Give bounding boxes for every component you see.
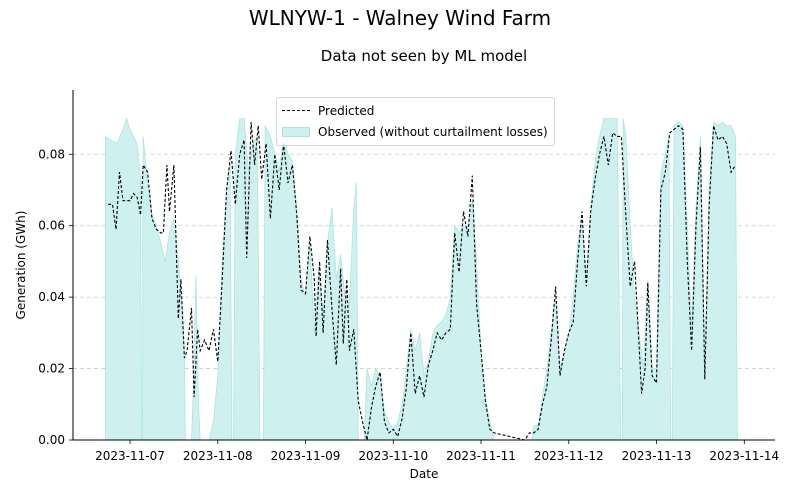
legend: Predicted Observed (without curtailment … [276,97,555,146]
legend-label-predicted: Predicted [318,103,375,118]
predicted-line [108,122,736,441]
legend-label-observed: Observed (without curtailment losses) [318,124,548,139]
x-axis-label: Date [409,467,439,481]
chart-subtitle: Data not seen by ML model [320,47,528,65]
y-tick-label: 0.06 [38,219,65,233]
observed-area [262,125,359,441]
observed-area [141,136,186,441]
x-tick-label: 2023-11-10 [358,449,428,463]
legend-item-predicted: Predicted [282,100,548,121]
y-tick-label: 0.02 [38,362,65,376]
legend-item-observed: Observed (without curtailment losses) [282,121,548,142]
x-tick-label: 2023-11-09 [271,449,341,463]
legend-swatch-predicted [282,110,310,111]
y-tick-label: 0.00 [38,433,65,447]
legend-swatch-observed [282,126,310,137]
x-tick-label: 2023-11-07 [95,449,165,463]
y-tick-label: 0.08 [38,147,65,161]
x-tick-label: 2023-11-08 [183,449,253,463]
observed-area [531,118,622,441]
x-tick-label: 2023-11-11 [446,449,516,463]
x-tick-label: 2023-11-13 [622,449,692,463]
observed-area [208,161,233,441]
x-tick-label: 2023-11-14 [709,449,779,463]
observed-area [621,118,672,441]
y-tick-label: 0.04 [38,290,65,304]
observed-area [671,121,738,441]
observed-area [105,117,142,441]
x-tick-label: 2023-11-12 [534,449,604,463]
observed-area [363,200,495,441]
y-axis-label: Generation (GWh) [14,210,28,320]
chart-title: WLNYW-1 - Walney Wind Farm [248,6,552,30]
observed-area [233,118,261,441]
